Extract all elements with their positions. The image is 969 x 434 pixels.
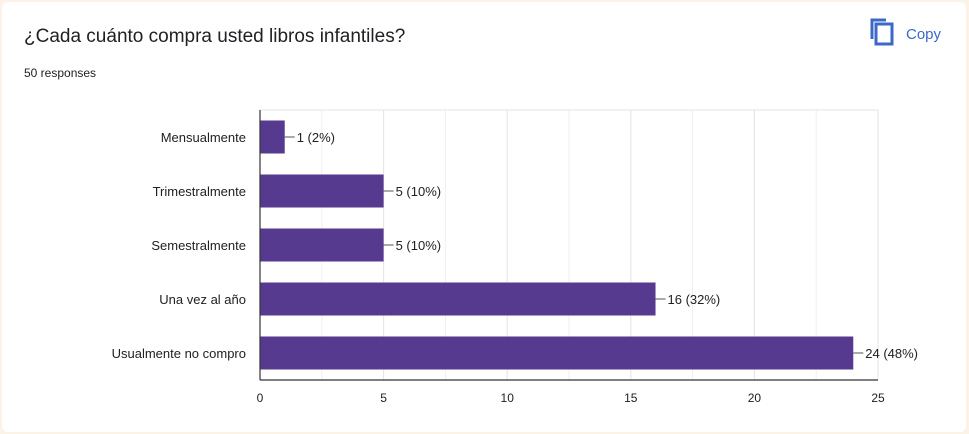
copy-button[interactable]: Copy (868, 18, 941, 50)
category-label: Semestralmente (151, 238, 246, 253)
x-tick-label: 15 (624, 391, 638, 405)
responses-count: 50 responses (24, 66, 97, 80)
x-tick-label: 20 (748, 391, 762, 405)
question-title: ¿Cada cuánto compra usted libros infanti… (24, 26, 406, 47)
data-label: 5 (10%) (396, 184, 442, 199)
x-tick-label: 5 (380, 391, 387, 405)
x-tick-label: 10 (501, 391, 515, 405)
copy-icon (868, 17, 896, 52)
category-label: Trimestralmente (153, 184, 246, 199)
bar (260, 282, 656, 316)
category-label: Usualmente no compro (112, 346, 246, 361)
x-tick-label: 0 (257, 391, 264, 405)
bar (260, 120, 285, 154)
copy-label: Copy (906, 25, 942, 43)
data-label: 5 (10%) (396, 238, 442, 253)
bar (260, 228, 384, 262)
bar (260, 174, 384, 208)
bar (260, 336, 854, 370)
data-label: 1 (2%) (297, 130, 335, 145)
x-tick-label: 25 (871, 391, 885, 405)
category-label: Mensualmente (161, 130, 246, 145)
data-label: 16 (32%) (668, 292, 721, 307)
category-label: Una vez al año (159, 292, 246, 307)
data-label: 24 (48%) (865, 346, 918, 361)
